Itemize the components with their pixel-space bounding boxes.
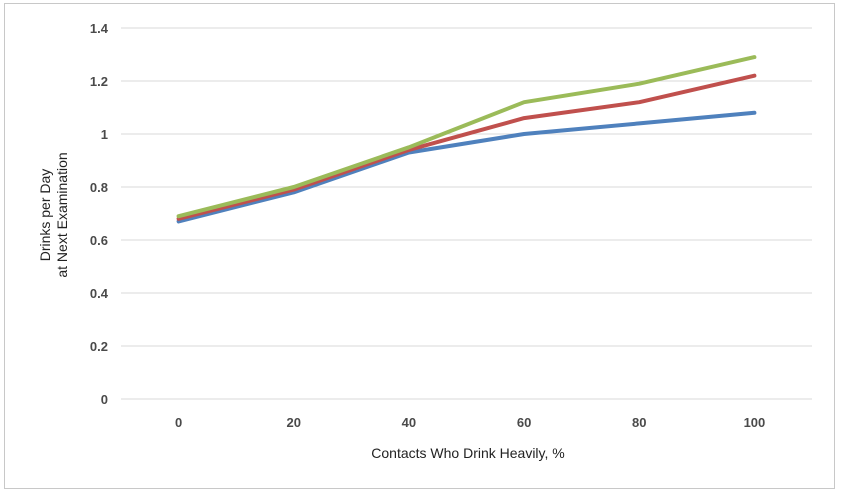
x-tick-label: 80 xyxy=(632,415,646,430)
blue-series-line xyxy=(176,110,757,224)
y-axis-title: Drinks per Day at Next Examination xyxy=(37,152,70,277)
x-tick-label: 100 xyxy=(744,415,766,430)
y-tick-label: 1.2 xyxy=(90,74,108,89)
x-tick-label: 60 xyxy=(517,415,531,430)
y-tick-label: 1.4 xyxy=(90,21,109,36)
y-tick-label: 1 xyxy=(101,127,108,142)
y-tick-label: 0.8 xyxy=(90,180,108,195)
series-lines xyxy=(176,55,757,224)
x-tick-label: 20 xyxy=(287,415,301,430)
y-tick-label: 0 xyxy=(101,392,108,407)
y-tick-label: 0.6 xyxy=(90,233,108,248)
y-tick-label: 0.2 xyxy=(90,339,108,354)
x-tick-label: 0 xyxy=(175,415,182,430)
y-axis-title-line2: at Next Examination xyxy=(54,152,70,277)
y-tick-label: 0.4 xyxy=(90,286,109,301)
x-tick-label: 40 xyxy=(402,415,416,430)
x-axis-title: Contacts Who Drink Heavily, % xyxy=(371,445,564,461)
y-axis-ticks: 0 0.2 0.4 0.6 0.8 1 1.2 1.4 xyxy=(90,21,109,407)
red-series-line xyxy=(176,73,757,221)
gridlines xyxy=(121,27,812,400)
chart-frame xyxy=(4,3,835,489)
x-axis-ticks: 0 20 40 60 80 100 xyxy=(175,415,765,430)
green-series-line xyxy=(176,55,757,219)
y-axis-title-line1: Drinks per Day xyxy=(37,169,53,262)
